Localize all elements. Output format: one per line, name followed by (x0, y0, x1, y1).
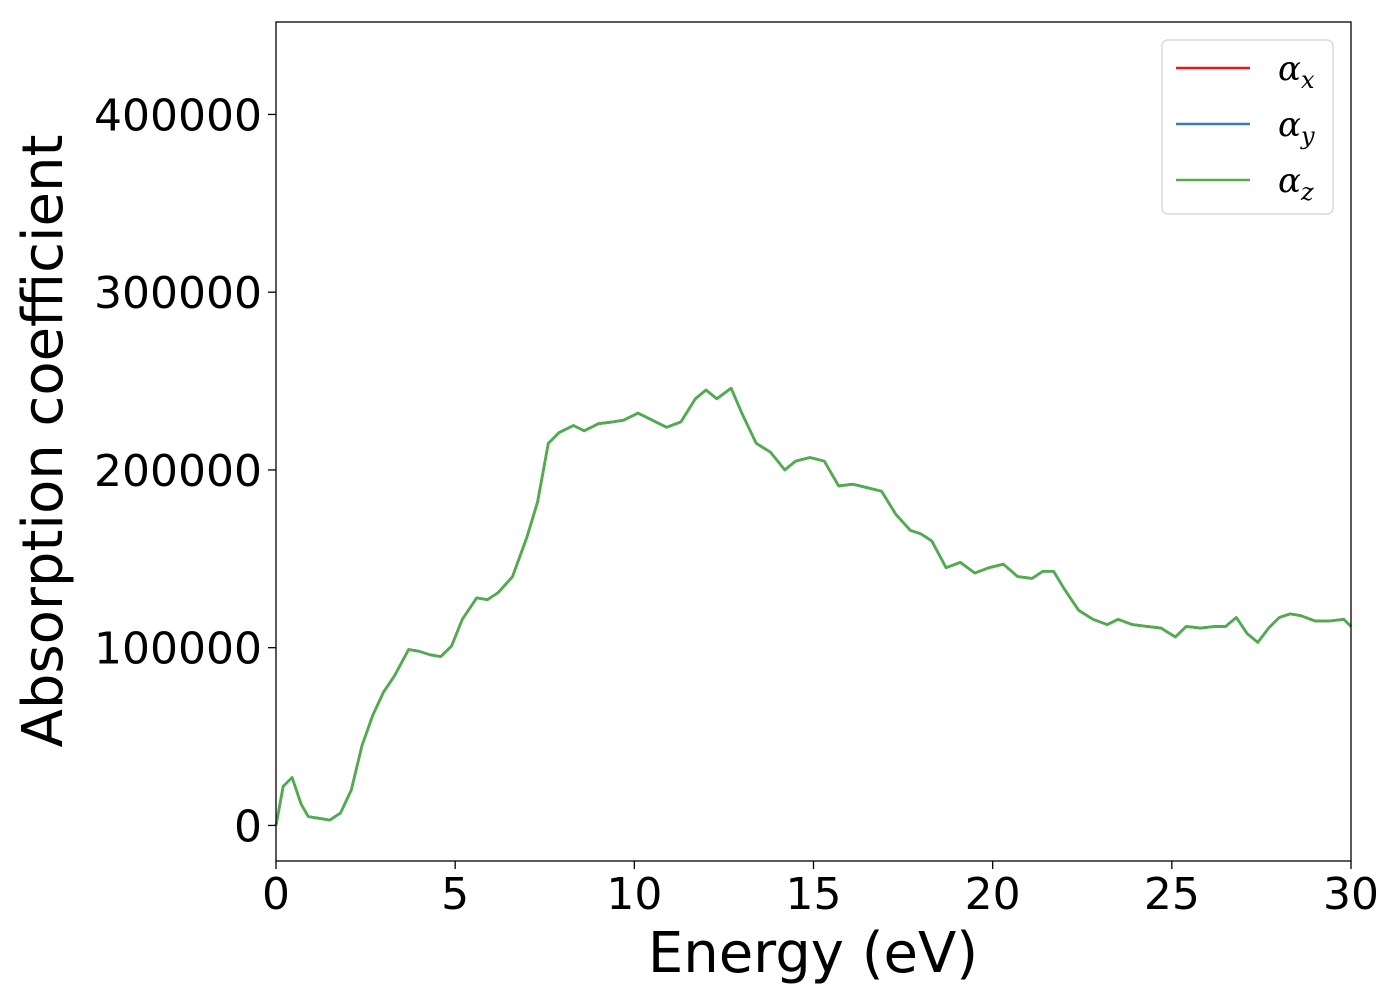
x-axis-label: Energy (eV) (648, 921, 978, 986)
series-line-3 (274, 386, 1352, 826)
y-tick-label: 200000 (94, 446, 262, 497)
y-axis-ticks: 0 100000 200000 300000 400000 (94, 90, 276, 852)
legend-box (1161, 39, 1334, 215)
y-tick-label: 0 (234, 801, 262, 852)
series-line-1 (274, 386, 1352, 826)
x-tick-label: 15 (786, 869, 842, 920)
x-tick-label: 25 (1144, 869, 1200, 920)
series-line-2 (274, 386, 1352, 826)
x-tick-label: 30 (1323, 869, 1379, 920)
y-tick-label: 300000 (94, 268, 262, 319)
legend-subscript: y (1300, 122, 1315, 150)
x-tick-label: 0 (262, 869, 290, 920)
y-tick-label: 100000 (94, 624, 262, 675)
legend-subscript: z (1300, 178, 1314, 206)
x-tick-label: 10 (606, 869, 662, 920)
x-tick-label: 5 (441, 869, 469, 920)
y-tick-label: 400000 (94, 90, 262, 141)
legend-subscript: x (1301, 66, 1315, 94)
x-axis-ticks: 0 5 10 15 20 25 30 (262, 861, 1379, 920)
x-tick-label: 20 (965, 869, 1021, 920)
series-layer (274, 386, 1352, 826)
y-axis-label: Absorption coefficient (11, 135, 76, 748)
